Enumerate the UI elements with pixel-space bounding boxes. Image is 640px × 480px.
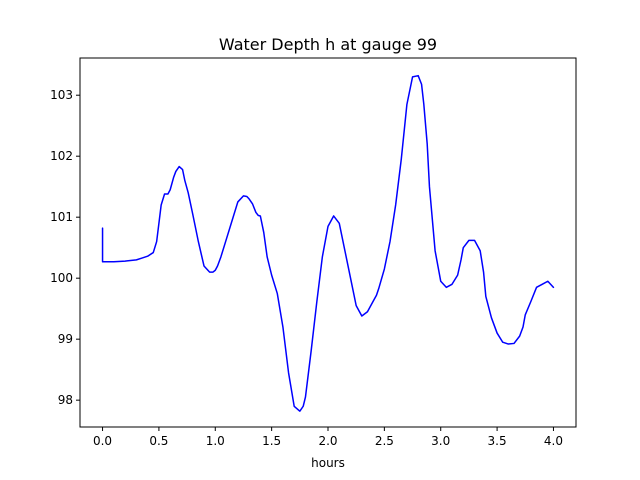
y-tick-label: 101 bbox=[50, 210, 73, 224]
x-tick-label: 0.0 bbox=[93, 434, 112, 448]
x-tick-label: 0.5 bbox=[149, 434, 168, 448]
y-axis-ticks: 98 99 100 101 102 103 bbox=[50, 88, 80, 407]
y-tick-label: 103 bbox=[50, 88, 73, 102]
y-tick-label: 99 bbox=[58, 332, 73, 346]
x-tick-label: 4.0 bbox=[544, 434, 563, 448]
x-tick-label: 2.5 bbox=[375, 434, 394, 448]
y-tick-label: 102 bbox=[50, 149, 73, 163]
x-tick-label: 2.0 bbox=[318, 434, 337, 448]
x-axis-ticks: 0.0 0.5 1.0 1.5 2.0 2.5 3.0 3.5 4.0 bbox=[93, 427, 563, 448]
x-tick-label: 3.0 bbox=[431, 434, 450, 448]
y-tick-label: 98 bbox=[58, 393, 73, 407]
x-axis-label: hours bbox=[311, 456, 345, 470]
x-tick-label: 3.5 bbox=[488, 434, 507, 448]
y-tick-label: 100 bbox=[50, 271, 73, 285]
x-tick-label: 1.0 bbox=[206, 434, 225, 448]
x-tick-label: 1.5 bbox=[262, 434, 281, 448]
series-line bbox=[101, 74, 555, 412]
chart-title: Water Depth h at gauge 99 bbox=[219, 35, 437, 54]
